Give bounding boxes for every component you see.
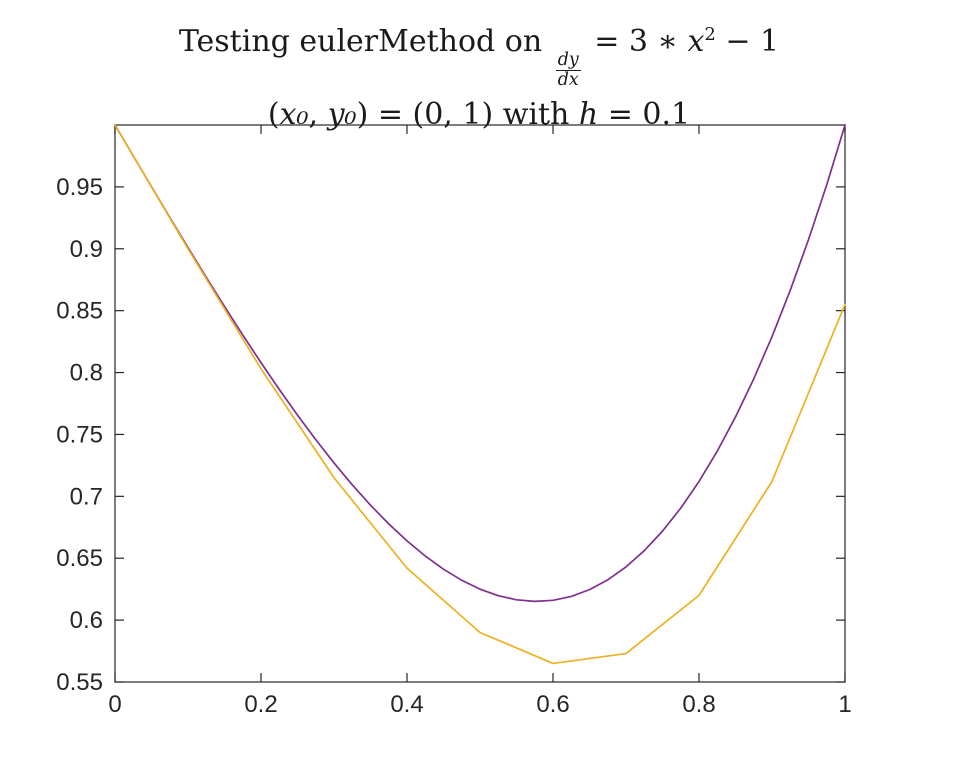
- fraction-dy-dx: dy dx: [555, 49, 581, 90]
- chart-title-line2: (x₀, y₀) = (0, 1) with h = 0.1: [0, 97, 958, 133]
- chart-title: Testing eulerMethod on dy dx = 3 ∗ x2 − 1…: [0, 24, 958, 133]
- title-end: − 1: [715, 24, 780, 59]
- x-tick-label: 0.6: [536, 691, 569, 718]
- title-variable: x: [687, 24, 705, 59]
- title2-y0: y₀: [327, 97, 357, 133]
- title2-comma: ,: [308, 97, 328, 133]
- y-tick-label: 0.65: [56, 545, 103, 572]
- title-equation: = 3 ∗: [584, 24, 688, 59]
- y-tick-label: 0.9: [70, 236, 103, 263]
- axes-box: [114, 124, 846, 683]
- title2-h: h: [578, 97, 599, 133]
- title-prefix: Testing eulerMethod on: [178, 24, 552, 59]
- y-tick-label: 0.95: [56, 174, 103, 201]
- y-tick-label: 0.85: [56, 298, 103, 325]
- title2-paren-open: (: [267, 97, 280, 133]
- x-tick-label: 0.2: [244, 691, 277, 718]
- fraction-numerator: dy: [555, 49, 581, 71]
- title-exponent: 2: [704, 24, 716, 45]
- euler-approximation-line: [114, 124, 846, 665]
- x-tick-label: 0.4: [390, 691, 423, 718]
- y-tick-label: 0.7: [70, 483, 103, 510]
- chart-title-line1: Testing eulerMethod on dy dx = 3 ∗ x2 − 1: [0, 24, 958, 89]
- y-tick-label: 0.55: [56, 669, 103, 696]
- fraction-denominator: dx: [557, 69, 579, 90]
- y-tick-label: 0.8: [70, 360, 103, 387]
- x-tick-label: 0: [108, 691, 121, 718]
- exact-solution-line: [114, 124, 846, 603]
- title2-step: = 0.1: [598, 97, 691, 133]
- y-tick-label: 0.6: [70, 607, 103, 634]
- title2-equals: ) = (0, 1) with: [356, 97, 579, 133]
- x-tick-label: 0.8: [682, 691, 715, 718]
- title2-x0: x₀: [279, 97, 309, 133]
- x-tick-label: 1: [838, 691, 851, 718]
- y-tick-label: 0.75: [56, 421, 103, 448]
